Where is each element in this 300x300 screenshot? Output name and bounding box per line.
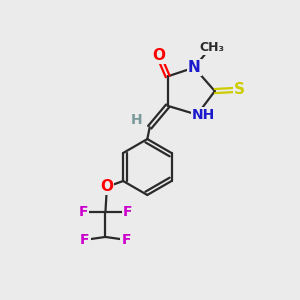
Text: O: O — [152, 48, 165, 63]
Text: CH₃: CH₃ — [199, 41, 224, 54]
Text: F: F — [79, 205, 88, 219]
Text: F: F — [121, 233, 131, 247]
Text: S: S — [234, 82, 245, 97]
Text: F: F — [123, 205, 132, 219]
Text: F: F — [80, 233, 90, 247]
Text: NH: NH — [192, 108, 215, 122]
Text: N: N — [188, 60, 200, 75]
Text: O: O — [100, 179, 113, 194]
Text: H: H — [130, 113, 142, 127]
